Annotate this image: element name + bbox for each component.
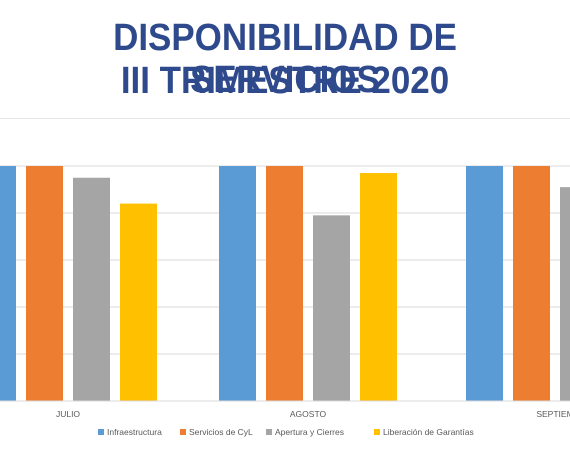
legend-label: Liberación de Garantías: [383, 427, 474, 437]
bar-infraestructura-agosto: [219, 166, 256, 401]
title-divider: [0, 118, 570, 119]
x-tick-label: AGOSTO: [290, 409, 327, 419]
bar-servicios-de-cyl-septiembre: [513, 166, 550, 401]
legend-swatch: [180, 429, 186, 435]
x-tick-label: SEPTIEM: [536, 409, 570, 419]
legend-swatch: [374, 429, 380, 435]
bar-servicios-de-cyl-julio: [26, 166, 63, 401]
bar-liberaci-n-de-garant-as-agosto: [360, 173, 397, 401]
legend-label: Infraestructura: [107, 427, 162, 437]
legend-swatch: [98, 429, 104, 435]
bar-infraestructura-septiembre: [466, 166, 503, 401]
chart-title-line-1: DISPONIBILIDAD DE SERVICIOS: [113, 17, 457, 101]
legend-label: Apertura y Cierres: [275, 427, 344, 437]
legend-swatch: [266, 429, 272, 435]
bar-infraestructura-julio: [0, 166, 16, 401]
chart-area: JULIO AGOSTO SEPTIEM Infraestructura Servici…: [0, 120, 570, 460]
chart-title-block: DISPONIBILIDAD DE SERVICIOS III TRIMESTR…: [0, 0, 570, 108]
bar-chart: JULIO AGOSTO SEPTIEM Infraestructura Servici…: [0, 165, 570, 437]
x-tick-label: JULIO: [56, 409, 80, 419]
bar-apertura-y-cierres-septiembre: [560, 187, 570, 401]
bar-apertura-y-cierres-agosto: [313, 215, 350, 401]
bar-servicios-de-cyl-agosto: [266, 166, 303, 401]
legend-label: Servicios de CyL: [189, 427, 253, 437]
bar-liberaci-n-de-garant-as-julio: [120, 203, 157, 401]
bar-apertura-y-cierres-julio: [73, 177, 110, 401]
chart-title-line-2: III TRIMESTRE 2020: [120, 60, 450, 102]
